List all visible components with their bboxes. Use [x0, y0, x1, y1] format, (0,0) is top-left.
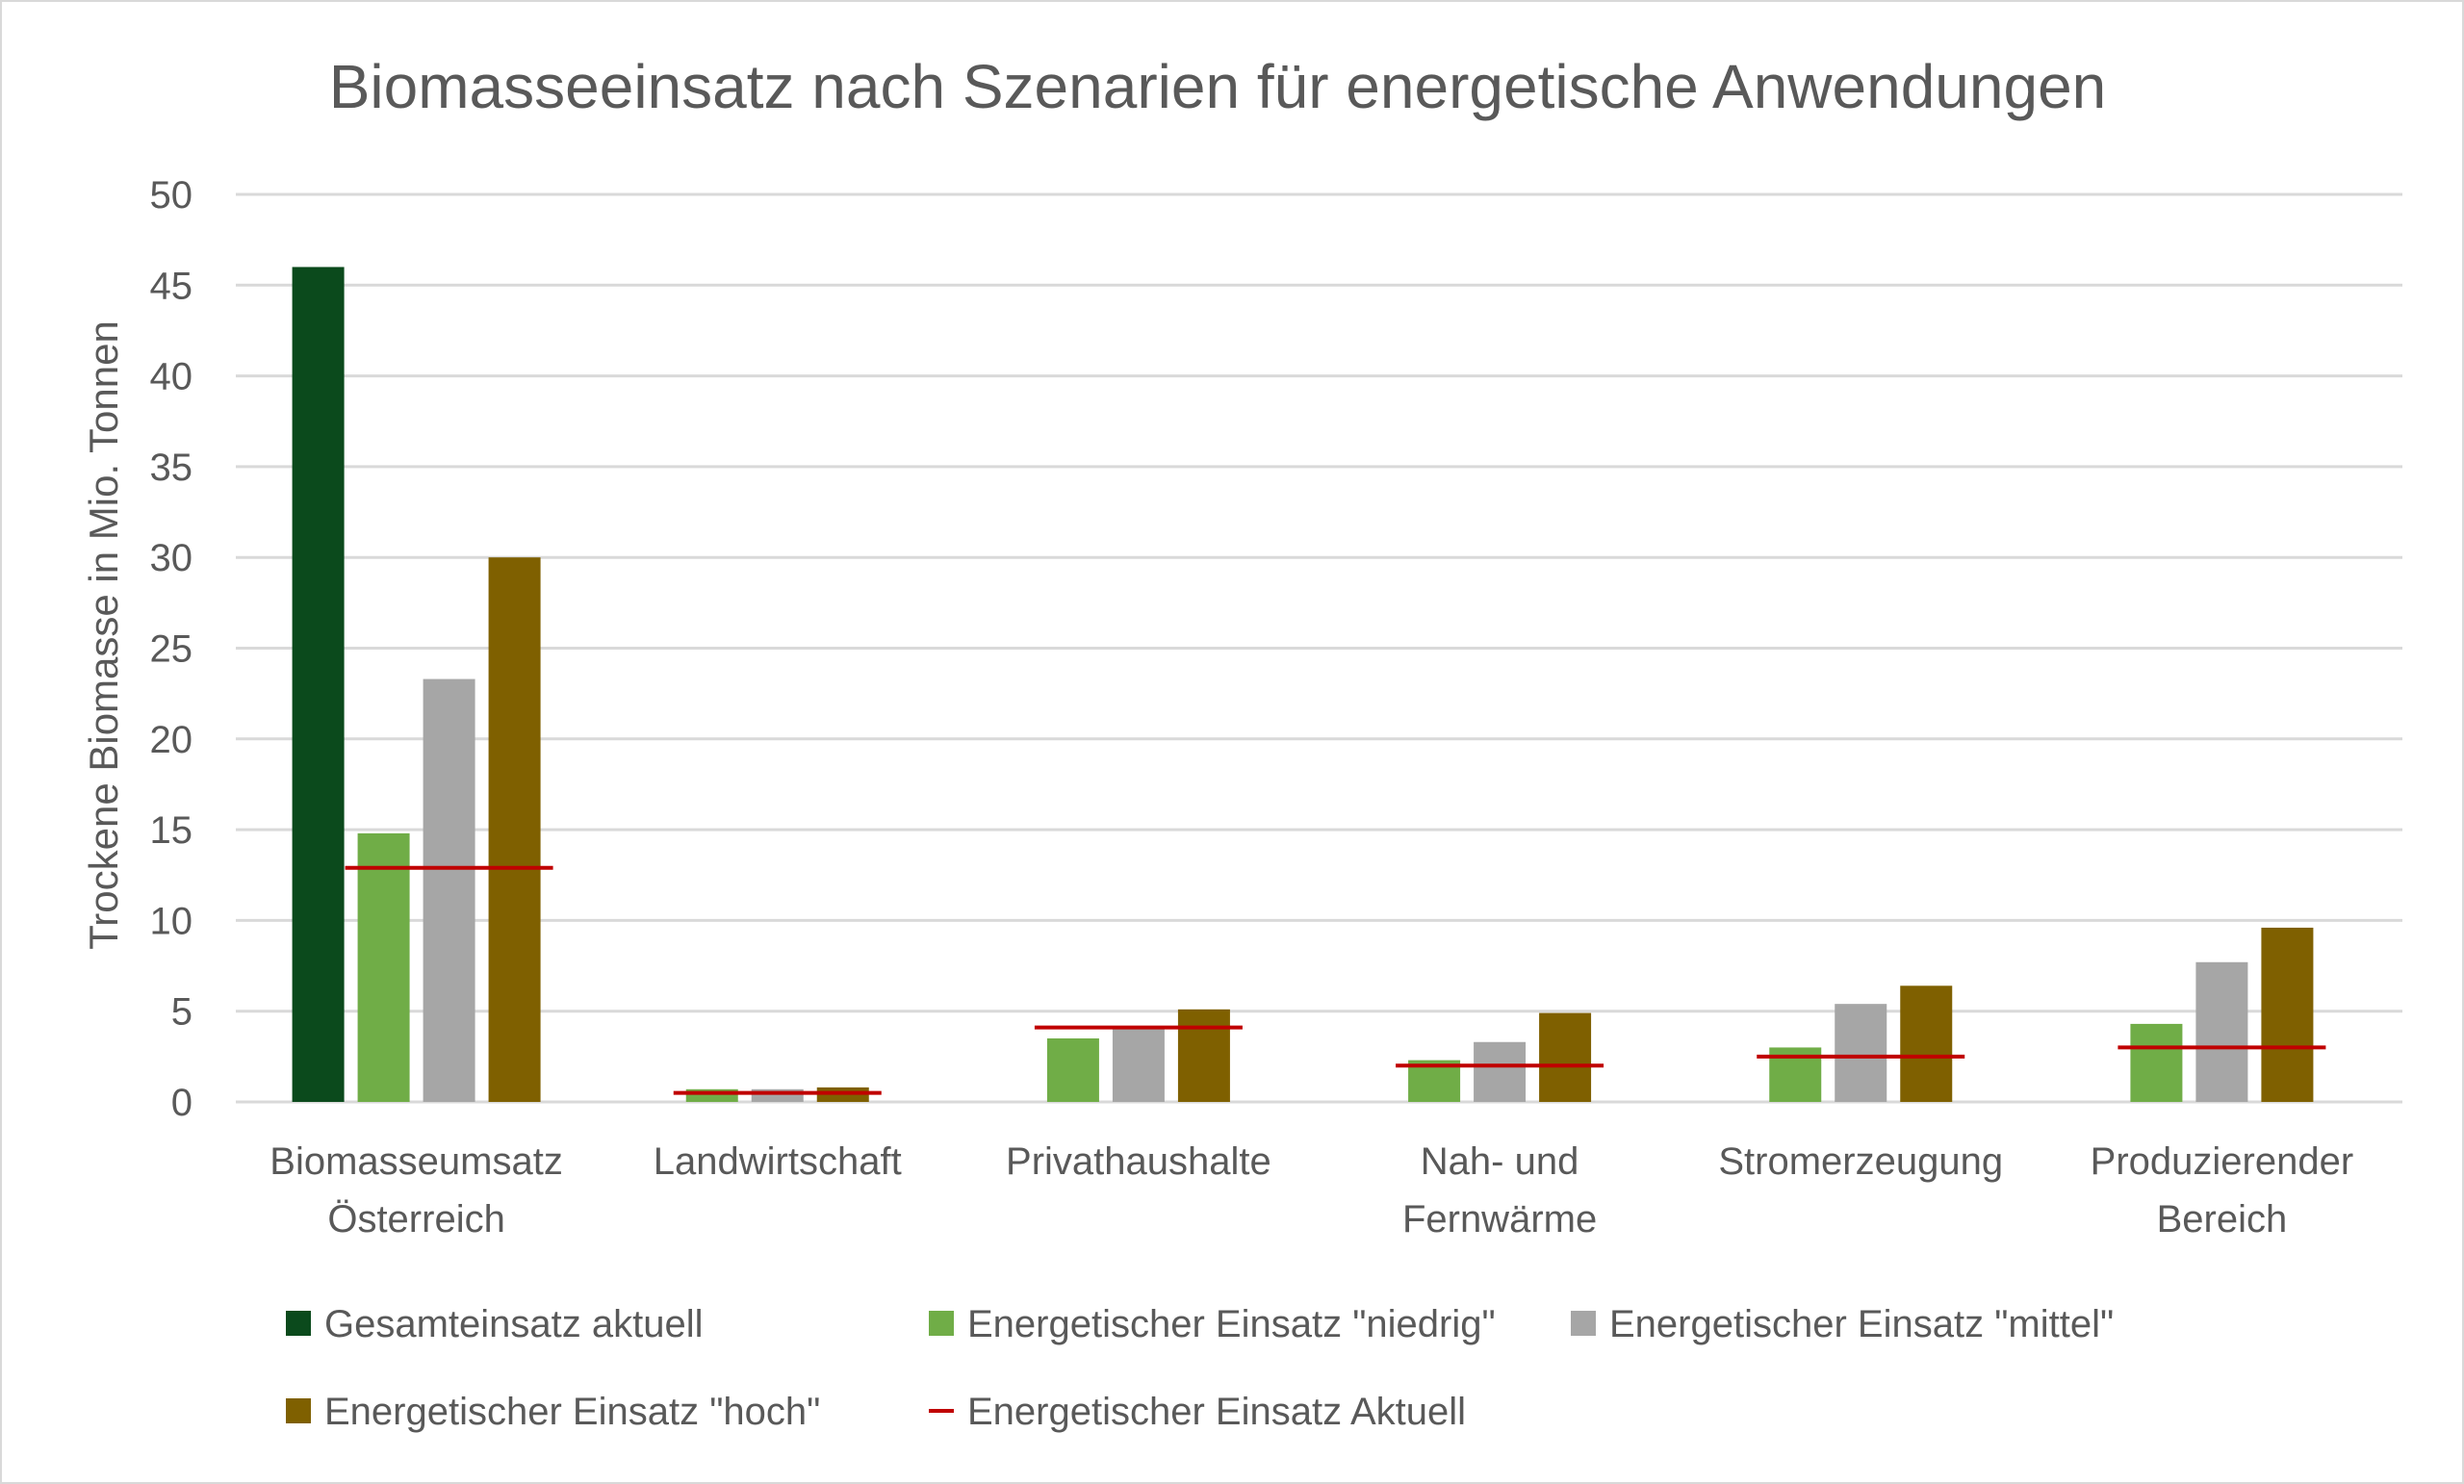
- bar-energetischer-einsatz-mittel: [2195, 961, 2248, 1102]
- bar-gesamteinsatz-aktuell: [292, 267, 345, 1102]
- y-tick-label: 0: [171, 1082, 192, 1124]
- bar-energetischer-einsatz-niedrig: [2130, 1023, 2183, 1102]
- legend-label: Gesamteinsatz aktuell: [324, 1303, 704, 1345]
- y-tick-label: 25: [150, 628, 193, 671]
- legend: Gesamteinsatz aktuell Energetischer Einsa…: [286, 1303, 2114, 1433]
- x-axis-categories: Biomasseumsatz Österreich Landwirtschaft Pr…: [270, 1140, 2353, 1241]
- bar-energetischer-einsatz-hoch: [2261, 927, 2314, 1102]
- x-category-label: Privathaushalte: [1006, 1140, 1271, 1183]
- y-tick-label: 15: [150, 809, 193, 852]
- legend-item: Energetischer Einsatz Aktuell: [929, 1391, 1466, 1433]
- bar-energetischer-einsatz-hoch: [1900, 985, 1953, 1102]
- legend-label: Energetischer Einsatz "mittel": [1609, 1303, 2114, 1345]
- legend-item: Gesamteinsatz aktuell: [286, 1303, 704, 1345]
- x-category-label: Stromerzeugung: [1718, 1140, 2003, 1183]
- legend-swatch: [286, 1398, 311, 1423]
- y-tick-label: 40: [150, 356, 193, 398]
- bar-energetischer-einsatz-niedrig: [357, 832, 410, 1102]
- legend-item: Energetischer Einsatz "niedrig": [929, 1303, 1496, 1345]
- bar-energetischer-einsatz-mittel: [1835, 1004, 1887, 1102]
- y-tick-label: 35: [150, 447, 193, 489]
- legend-label: Energetischer Einsatz "niedrig": [967, 1303, 1496, 1345]
- y-tick-label: 45: [150, 265, 193, 307]
- x-category-label: Produzierender Bereich: [2091, 1140, 2354, 1241]
- x-category-label: Biomasseumsatz Österreich: [270, 1140, 563, 1241]
- legend-swatch: [1571, 1311, 1596, 1336]
- current-use-markers: [345, 865, 2326, 1095]
- bar-energetischer-einsatz-mittel: [1474, 1041, 1527, 1102]
- y-tick-label: 10: [150, 900, 193, 942]
- y-axis-ticks: 0 5 10 15 20 25 30 35 40 45 50: [150, 174, 193, 1124]
- y-tick-label: 20: [150, 719, 193, 761]
- bar-energetischer-einsatz-hoch: [1177, 1009, 1230, 1102]
- y-tick-label: 5: [171, 991, 192, 1034]
- bar-energetischer-einsatz-mittel: [423, 678, 475, 1102]
- y-tick-label: 30: [150, 537, 193, 579]
- legend-label: Energetischer Einsatz Aktuell: [967, 1391, 1466, 1433]
- bars: [292, 267, 2314, 1102]
- legend-item: Energetischer Einsatz "hoch": [286, 1391, 820, 1433]
- legend-swatch: [929, 1311, 954, 1336]
- chart-title: Biomasseeinsatz nach Szenarien für energ…: [329, 52, 2107, 121]
- x-category-label: Landwirtschaft: [654, 1140, 902, 1183]
- legend-swatch: [286, 1311, 311, 1336]
- bar-energetischer-einsatz-hoch: [1539, 1012, 1592, 1102]
- gridlines: [236, 192, 2402, 1104]
- y-axis-label: Trockene Biomasse in Mio. Tonnen: [81, 320, 126, 950]
- legend-label: Energetischer Einsatz "hoch": [324, 1391, 820, 1433]
- bar-energetischer-einsatz-mittel: [1112, 1027, 1165, 1102]
- legend-item: Energetischer Einsatz "mittel": [1571, 1303, 2114, 1345]
- bar-energetischer-einsatz-niedrig: [1046, 1037, 1099, 1102]
- y-tick-label: 50: [150, 174, 193, 217]
- bar-energetischer-einsatz-hoch: [488, 557, 541, 1102]
- x-category-label: Nah- und Fernwärme: [1402, 1140, 1597, 1241]
